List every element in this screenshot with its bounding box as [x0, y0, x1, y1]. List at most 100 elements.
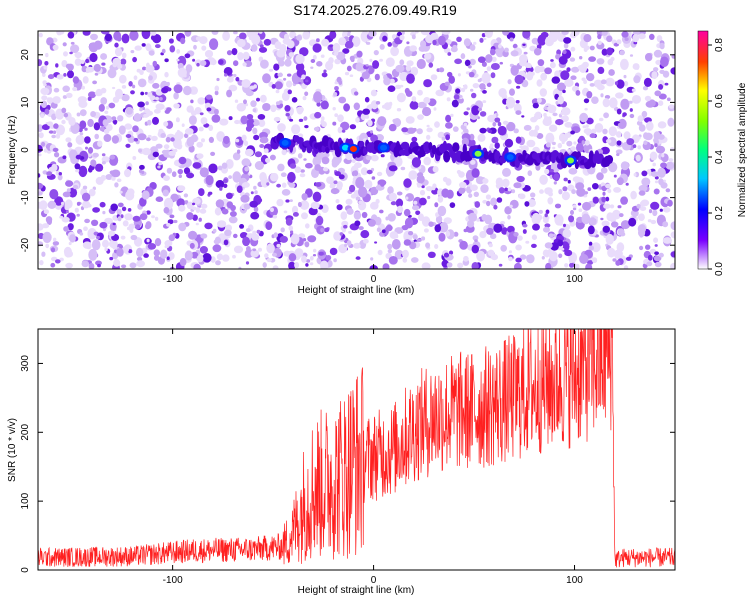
noise-blob: [144, 223, 151, 230]
noise-blob: [426, 134, 431, 140]
noise-blob: [52, 96, 61, 104]
noise-blob: [219, 186, 223, 191]
noise-blob: [450, 113, 454, 118]
signal-blob: [428, 141, 433, 151]
noise-blob: [427, 251, 436, 258]
noise-blob: [492, 122, 497, 127]
noise-blob: [112, 86, 116, 90]
noise-blob: [521, 115, 525, 118]
noise-blob: [497, 125, 507, 136]
noise-blob: [638, 190, 646, 196]
noise-blob: [636, 120, 643, 126]
noise-blob: [44, 61, 49, 66]
noise-blob: [61, 216, 70, 223]
noise-blob: [551, 141, 556, 146]
colorbar-tick-label: 0.2: [714, 206, 725, 220]
noise-blob: [189, 242, 195, 249]
noise-blob: [321, 204, 329, 214]
noise-blob: [609, 97, 618, 109]
noise-blob: [532, 223, 540, 231]
noise-blob: [586, 73, 595, 82]
noise-blob: [653, 255, 662, 262]
noise-blob: [45, 243, 50, 249]
noise-blob: [506, 96, 516, 109]
noise-blob: [87, 96, 92, 101]
noise-blob: [434, 244, 439, 249]
noise-blob: [654, 251, 659, 255]
noise-blob: [523, 51, 528, 55]
noise-blob: [340, 121, 350, 131]
noise-blob: [270, 104, 277, 113]
noise-blob: [136, 256, 143, 262]
noise-blob: [93, 122, 101, 131]
noise-blob: [79, 132, 84, 136]
noise-blob: [493, 223, 503, 233]
noise-blob: [196, 254, 204, 263]
noise-blob: [245, 228, 251, 233]
noise-blob: [406, 60, 414, 67]
noise-blob: [200, 233, 208, 239]
noise-blob: [417, 101, 427, 109]
noise-blob: [93, 240, 100, 247]
noise-blob: [365, 64, 369, 67]
spectrogram-y-label: Frequency (Hz): [7, 116, 18, 185]
noise-blob: [658, 84, 664, 90]
noise-blob: [74, 207, 79, 213]
noise-blob: [582, 125, 587, 129]
noise-blob: [81, 192, 91, 202]
noise-blob: [563, 37, 572, 44]
noise-blob: [401, 127, 409, 133]
noise-blob: [308, 207, 318, 216]
noise-blob: [374, 241, 378, 244]
noise-blob: [58, 172, 62, 176]
noise-blob: [638, 124, 646, 132]
noise-blob: [403, 208, 411, 217]
noise-blob: [113, 259, 121, 267]
noise-blob: [617, 205, 622, 209]
noise-blob: [347, 32, 351, 37]
noise-blob: [434, 202, 439, 208]
colorbar: 0.0 0.2 0.4 0.6 0.8 Normalized spectral ampl…: [697, 30, 748, 276]
noise-blob: [121, 85, 127, 89]
noise-blob: [349, 124, 357, 130]
noise-blob: [545, 209, 550, 215]
noise-blob: [338, 174, 345, 180]
noise-blob: [455, 88, 461, 94]
noise-blob: [224, 229, 232, 236]
noise-blob: [281, 182, 287, 188]
noise-blob: [69, 234, 76, 243]
signal-blob: [452, 142, 460, 153]
spectrogram-x-ticks: -100 0 100: [163, 31, 583, 285]
noise-blob: [657, 121, 667, 129]
noise-blob: [81, 260, 90, 268]
noise-blob: [552, 233, 557, 237]
noise-blob: [653, 67, 659, 72]
noise-blob: [288, 253, 297, 262]
noise-blob: [129, 31, 139, 41]
noise-blob: [557, 95, 564, 105]
noise-blob: [534, 125, 540, 131]
noise-blob: [320, 228, 324, 233]
noise-blob: [142, 147, 151, 156]
noise-blob: [104, 33, 112, 42]
noise-blob: [598, 117, 604, 122]
noise-blob: [605, 183, 612, 189]
noise-blob: [536, 79, 543, 87]
noise-blob: [652, 162, 656, 167]
noise-blob: [242, 236, 251, 247]
signal-peak: [341, 144, 349, 151]
noise-blob: [63, 246, 72, 257]
snr-y-tick-label: 0: [20, 567, 31, 573]
noise-blob: [612, 258, 617, 262]
noise-blob: [145, 101, 149, 106]
noise-blob: [643, 77, 652, 87]
noise-blob: [605, 196, 610, 202]
noise-blob: [40, 87, 50, 96]
noise-blob: [602, 225, 610, 233]
noise-blob: [536, 214, 543, 221]
noise-blob: [405, 65, 411, 72]
noise-blob: [102, 210, 106, 215]
noise-blob: [121, 94, 130, 102]
noise-blob: [667, 199, 673, 207]
noise-blob: [93, 40, 103, 50]
